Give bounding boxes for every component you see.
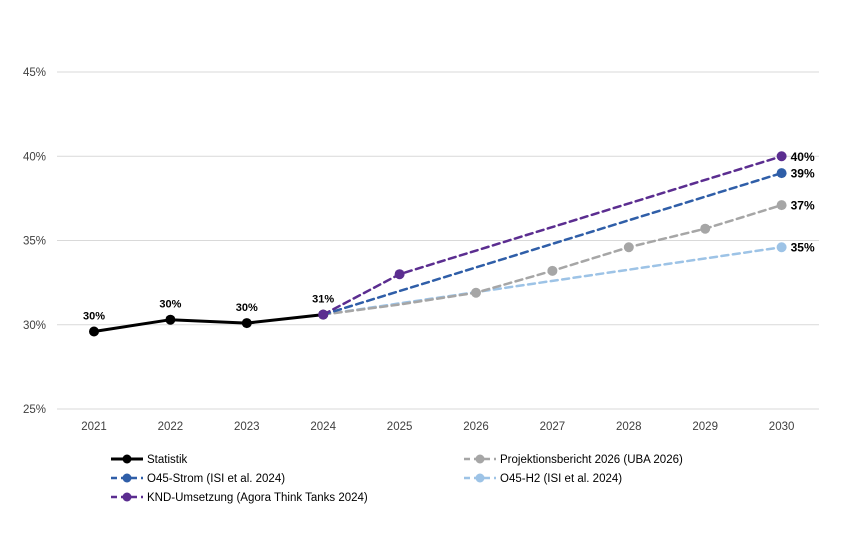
series-marker	[318, 309, 329, 320]
legend-item-label: Projektionsbericht 2026 (UBA 2026)	[500, 454, 683, 466]
end-label: 40%	[791, 150, 815, 164]
x-tick-label: 2026	[463, 421, 489, 433]
x-tick-label: 2030	[769, 421, 795, 433]
series-marker	[776, 242, 787, 253]
series-marker	[776, 168, 787, 179]
series-marker	[776, 200, 787, 211]
point-label: 30%	[159, 299, 181, 311]
series-marker	[776, 151, 787, 162]
series-line	[321, 171, 783, 316]
series-line	[321, 245, 783, 316]
end-label: 39%	[791, 167, 815, 181]
series-line	[321, 203, 783, 316]
series-marker	[700, 223, 711, 234]
x-tick-label: 2028	[616, 421, 642, 433]
point-label: 30%	[236, 302, 258, 314]
legend-marker-dot	[122, 492, 132, 502]
series-marker	[241, 318, 252, 329]
legend-marker-dot	[122, 454, 132, 464]
legend-item-label: Statistik	[147, 454, 188, 466]
legend-item-label: KND-Umsetzung (Agora Think Tanks 2024)	[147, 492, 368, 504]
x-tick-label: 2023	[234, 421, 260, 433]
legend-item-label: O45-H2 (ISI et al. 2024)	[500, 473, 622, 485]
series-line	[321, 155, 783, 316]
legend-item-label: O45-Strom (ISI et al. 2024)	[147, 473, 285, 485]
y-tick-label: 35%	[23, 236, 46, 248]
legend-marker-dot	[122, 473, 132, 483]
y-tick-label: 40%	[23, 151, 46, 163]
series-marker	[165, 314, 176, 325]
point-label: 30%	[83, 310, 105, 322]
x-tick-label: 2024	[310, 421, 336, 433]
series-marker	[623, 242, 634, 253]
x-tick-label: 2021	[81, 421, 107, 433]
legend-marker-dot	[475, 454, 485, 464]
x-tick-label: 2025	[387, 421, 413, 433]
x-tick-label: 2022	[158, 421, 184, 433]
end-label: 35%	[791, 241, 815, 255]
y-tick-label: 45%	[23, 67, 46, 79]
series-marker	[394, 269, 405, 280]
y-tick-label: 30%	[23, 320, 46, 332]
x-tick-label: 2027	[540, 421, 566, 433]
series-marker	[89, 326, 99, 337]
end-label: 37%	[791, 199, 815, 213]
series-marker	[471, 287, 481, 298]
y-tick-label: 25%	[23, 404, 46, 416]
series-line	[92, 313, 325, 333]
point-label: 31%	[312, 294, 334, 306]
x-tick-label: 2029	[692, 421, 718, 433]
legend-marker-dot	[475, 473, 485, 483]
series-marker	[547, 265, 558, 276]
